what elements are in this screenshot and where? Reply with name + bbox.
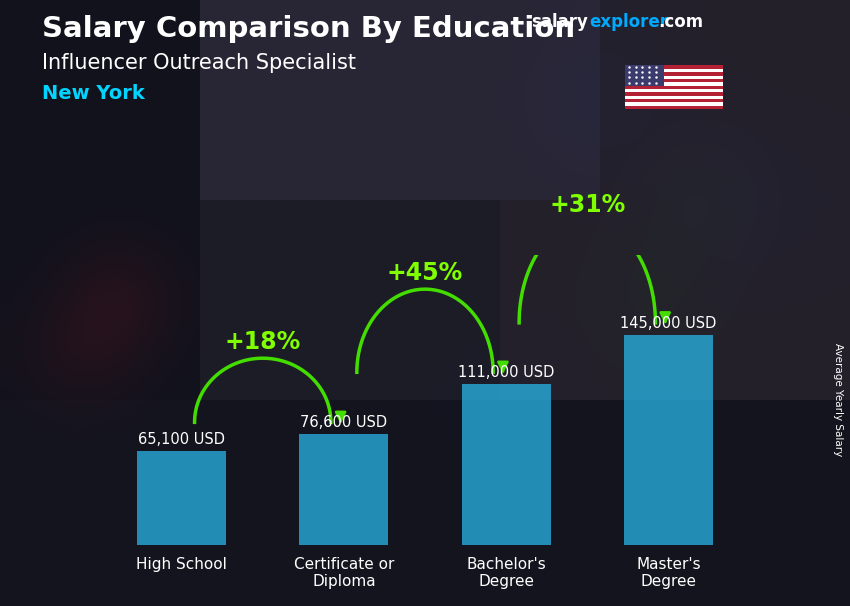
Bar — [625, 105, 722, 109]
Text: 76,600 USD: 76,600 USD — [300, 415, 388, 430]
Bar — [625, 79, 722, 82]
Text: salary: salary — [531, 13, 588, 32]
Text: +45%: +45% — [387, 261, 463, 285]
Text: 65,100 USD: 65,100 USD — [138, 432, 225, 447]
Bar — [625, 72, 722, 76]
Bar — [625, 92, 722, 96]
Bar — [625, 65, 722, 69]
Bar — [625, 99, 722, 102]
Text: New York: New York — [42, 84, 145, 102]
Bar — [625, 85, 722, 89]
Text: Salary Comparison By Education: Salary Comparison By Education — [42, 15, 575, 43]
Bar — [625, 69, 722, 72]
Bar — [137, 451, 226, 545]
Text: Average Yearly Salary: Average Yearly Salary — [833, 344, 843, 456]
Bar — [625, 89, 722, 92]
Text: 145,000 USD: 145,000 USD — [620, 316, 717, 331]
Bar — [625, 76, 722, 79]
Text: 111,000 USD: 111,000 USD — [458, 365, 554, 381]
Bar — [625, 65, 664, 85]
Bar — [624, 335, 713, 545]
Bar — [625, 96, 722, 99]
Bar — [625, 82, 722, 85]
Text: +31%: +31% — [549, 193, 626, 216]
Bar — [625, 102, 722, 105]
Text: .com: .com — [659, 13, 704, 32]
Text: +18%: +18% — [224, 330, 301, 354]
Bar — [462, 384, 551, 545]
Bar — [299, 434, 388, 545]
Text: Influencer Outreach Specialist: Influencer Outreach Specialist — [42, 53, 356, 73]
Text: explorer: explorer — [589, 13, 668, 32]
